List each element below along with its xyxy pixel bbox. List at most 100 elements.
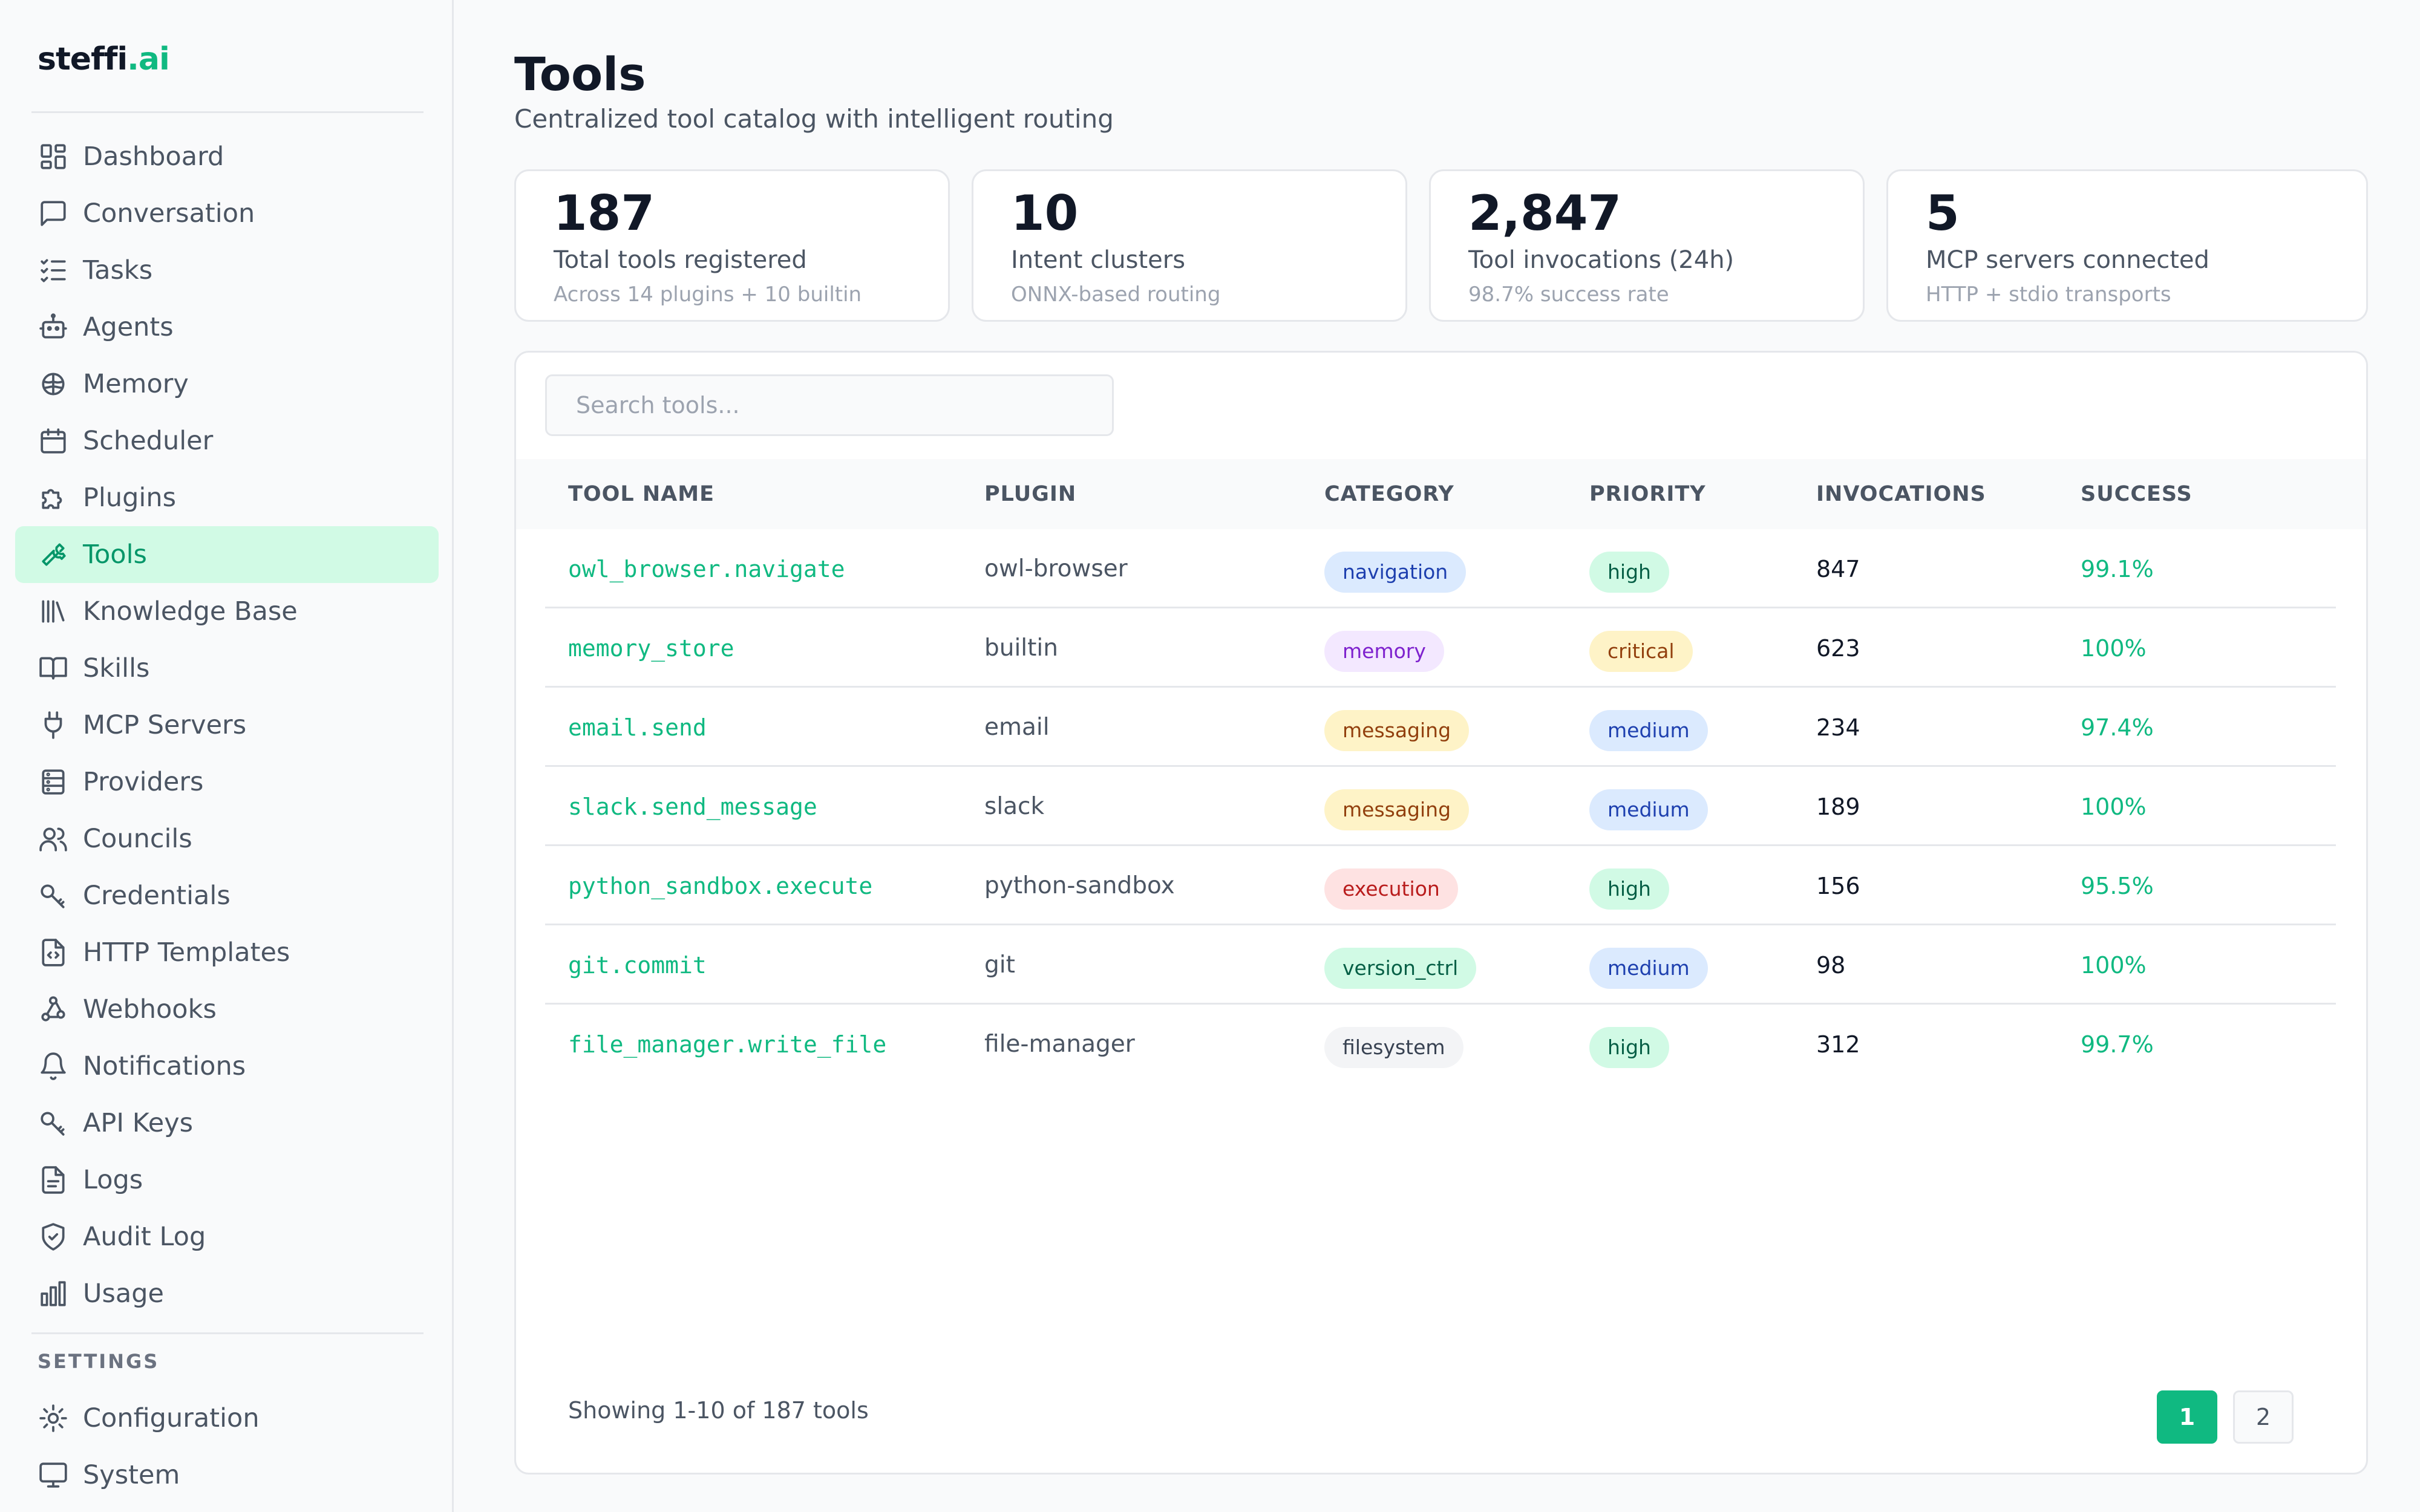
sidebar-item-api-keys[interactable]: API Keys — [15, 1095, 439, 1152]
sidebar-item-scheduler[interactable]: Scheduler — [15, 412, 439, 469]
tool-name-link[interactable]: slack.send_message — [568, 793, 817, 820]
table-cell: 623 — [1816, 608, 1860, 688]
column-header-success[interactable]: SUCCESS — [2081, 482, 2193, 506]
stat-label: MCP servers connected — [1926, 246, 2209, 274]
plugin-cell: owl-browser — [984, 555, 1128, 582]
sidebar-item-agents[interactable]: Agents — [15, 299, 439, 356]
column-header-category[interactable]: CATEGORY — [1324, 482, 1454, 506]
tool-name-link[interactable]: python_sandbox.execute — [568, 872, 873, 899]
log-file-icon — [38, 1165, 68, 1195]
success-rate-cell: 100% — [2081, 793, 2147, 820]
tool-name-link[interactable]: email.send — [568, 714, 707, 741]
sidebar-item-mcp-servers[interactable]: MCP Servers — [15, 697, 439, 754]
stat-value: 2,847 — [1468, 185, 1622, 241]
tool-name-link[interactable]: owl_browser.navigate — [568, 555, 845, 582]
sidebar-nav: Dashboard Conversation Tasks Agents Memory Sc… — [15, 128, 439, 1322]
sidebar-item-credentials[interactable]: Credentials — [15, 867, 439, 924]
gear-icon — [38, 1403, 68, 1433]
tool-name-link[interactable]: file_manager.write_file — [568, 1031, 887, 1058]
sidebar-item-label: HTTP Templates — [83, 937, 290, 968]
sidebar-divider — [31, 1332, 424, 1334]
sidebar-item-providers[interactable]: Providers — [15, 754, 439, 810]
stat-value: 10 — [1011, 185, 1079, 241]
stat-subtext: ONNX-based routing — [1011, 282, 1221, 307]
sidebar-item-webhooks[interactable]: Webhooks — [15, 981, 439, 1038]
table-cell: execution — [1324, 846, 1458, 925]
brand-name: steffi — [38, 41, 128, 77]
page-button-1[interactable]: 1 — [2157, 1390, 2217, 1444]
monitor-icon — [38, 1460, 68, 1490]
table-cell: medium — [1589, 767, 1708, 846]
search-input[interactable] — [545, 374, 1114, 436]
bell-icon — [38, 1051, 68, 1081]
brand-suffix: ai — [138, 41, 170, 77]
category-badge: memory — [1324, 630, 1444, 672]
table-row[interactable]: memory_store builtin memory critical 623 100% — [545, 608, 2336, 688]
sidebar-item-configuration[interactable]: Configuration — [15, 1390, 439, 1447]
table-cell: email.send — [568, 688, 707, 767]
plugin-cell: builtin — [984, 634, 1058, 662]
puzzle-icon — [38, 483, 68, 513]
bar-chart-icon — [38, 1279, 68, 1309]
category-badge: execution — [1324, 868, 1458, 910]
sidebar-item-tasks[interactable]: Tasks — [15, 242, 439, 299]
calendar-icon — [38, 426, 68, 456]
sidebar-item-label: Scheduler — [83, 426, 214, 456]
plugin-cell: slack — [984, 793, 1045, 820]
sidebar-item-label: Tasks — [83, 255, 153, 285]
stat-subtext: HTTP + stdio transports — [1926, 282, 2171, 307]
sidebar-item-skills[interactable]: Skills — [15, 640, 439, 697]
table-cell: medium — [1589, 688, 1708, 767]
tool-name-link[interactable]: git.commit — [568, 951, 707, 979]
table-cell: 100% — [2081, 925, 2147, 1005]
success-rate-cell: 95.5% — [2081, 872, 2154, 899]
sidebar-item-label: MCP Servers — [83, 710, 247, 740]
sidebar-item-audit-log[interactable]: Audit Log — [15, 1208, 439, 1265]
sidebar-item-dashboard[interactable]: Dashboard — [15, 128, 439, 185]
table-row[interactable]: email.send email messaging medium 234 97.4% — [545, 688, 2336, 767]
column-header-priority[interactable]: PRIORITY — [1589, 482, 1706, 506]
table-cell: python-sandbox — [984, 846, 1175, 925]
category-badge: messaging — [1324, 709, 1470, 751]
sidebar-item-councils[interactable]: Councils — [15, 810, 439, 867]
table-cell: messaging — [1324, 767, 1470, 846]
sidebar-item-notifications[interactable]: Notifications — [15, 1038, 439, 1095]
sidebar-item-knowledge-base[interactable]: Knowledge Base — [15, 583, 439, 640]
category-badge: messaging — [1324, 789, 1470, 830]
table-cell: 847 — [1816, 529, 1860, 608]
table-row[interactable]: file_manager.write_file file-manager files… — [545, 1005, 2336, 1084]
sidebar-item-conversation[interactable]: Conversation — [15, 185, 439, 242]
sidebar-item-plugins[interactable]: Plugins — [15, 469, 439, 526]
table-row[interactable]: python_sandbox.execute python-sandbox exec… — [545, 846, 2336, 925]
page-button-2[interactable]: 2 — [2233, 1390, 2294, 1444]
sidebar-item-logs[interactable]: Logs — [15, 1152, 439, 1208]
sidebar-item-tools[interactable]: Tools — [15, 526, 439, 583]
table-cell: python_sandbox.execute — [568, 846, 872, 925]
success-rate-cell: 97.4% — [2081, 714, 2154, 741]
column-header-invocations[interactable]: INVOCATIONS — [1816, 482, 1986, 506]
sidebar-divider — [31, 111, 424, 113]
users-icon — [38, 824, 68, 854]
column-header-tool-name[interactable]: TOOL NAME — [568, 482, 715, 506]
tool-name-link[interactable]: memory_store — [568, 634, 734, 662]
pagination-summary: Showing 1-10 of 187 tools — [568, 1397, 869, 1424]
tools-table-panel: TOOL NAME PLUGIN CATEGORY PRIORITY INVOC… — [514, 351, 2368, 1475]
table-cell: messaging — [1324, 688, 1470, 767]
priority-badge: high — [1589, 1026, 1669, 1068]
category-badge: navigation — [1324, 551, 1467, 593]
sidebar-item-system[interactable]: System — [15, 1447, 439, 1504]
column-header-plugin[interactable]: PLUGIN — [984, 482, 1077, 506]
priority-badge: critical — [1589, 630, 1693, 672]
sidebar-item-label: Agents — [83, 312, 174, 342]
sidebar-item-usage[interactable]: Usage — [15, 1265, 439, 1322]
brain-icon — [38, 369, 68, 399]
sidebar-item-memory[interactable]: Memory — [15, 356, 439, 412]
table-row[interactable]: git.commit git version_ctrl medium 98 100% — [545, 925, 2336, 1005]
sidebar-item-label: API Keys — [83, 1108, 194, 1138]
table-row[interactable]: slack.send_message slack messaging medium 18… — [545, 767, 2336, 846]
brand-logo[interactable]: steffi.ai — [38, 41, 170, 77]
table-row[interactable]: owl_browser.navigate owl-browser navigatio… — [545, 529, 2336, 608]
plug-icon — [38, 710, 68, 740]
sidebar-item-http-templates[interactable]: HTTP Templates — [15, 924, 439, 981]
stat-value: 5 — [1926, 185, 1960, 241]
